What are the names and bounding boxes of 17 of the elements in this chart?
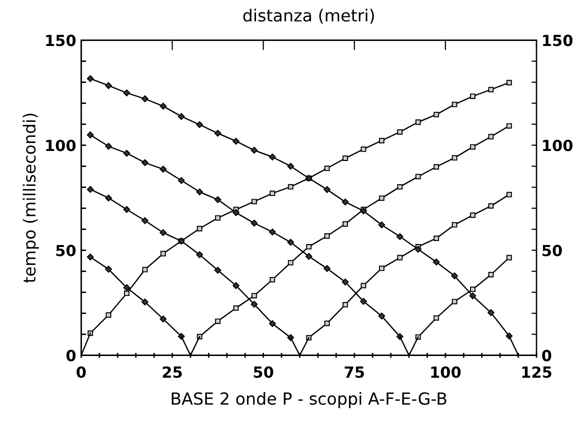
- y2-tick-label: 50: [542, 244, 562, 256]
- x2-axis-title: distanza (metri): [243, 8, 374, 24]
- y-tick-label: 50: [56, 244, 76, 256]
- x-tick-label: 75: [344, 366, 364, 378]
- x-tick-label: 50: [254, 366, 274, 378]
- x-axis-title: BASE 2 onde P - scoppi A-F-E-G-B: [172, 392, 446, 408]
- y-tick-label: 150: [46, 34, 76, 46]
- x-tick-label: 100: [431, 366, 461, 378]
- y-tick-label: 0: [66, 350, 76, 362]
- y2-tick-label: 100: [543, 140, 573, 152]
- y-tick-label: 100: [46, 140, 76, 152]
- x-tick-label: 25: [162, 366, 182, 378]
- x-tick-label: 0: [76, 366, 86, 378]
- y2-tick-label: 0: [542, 350, 552, 362]
- x-tick-label: 125: [522, 366, 552, 378]
- y-axis-title: tempo (millisecondi): [22, 114, 39, 283]
- y2-tick-label: 150: [543, 34, 573, 46]
